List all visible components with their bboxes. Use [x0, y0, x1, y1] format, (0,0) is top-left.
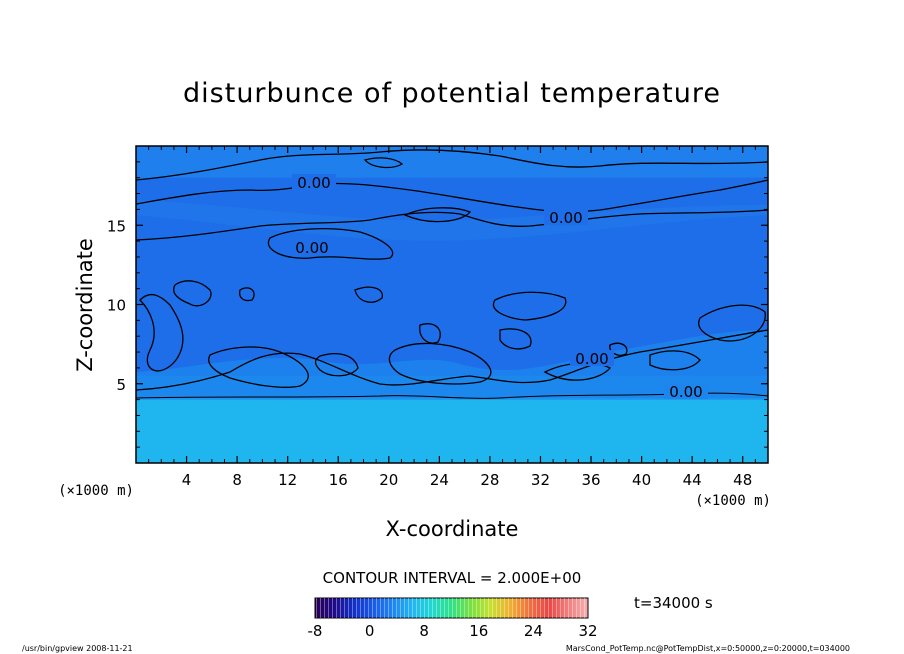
contour-label-3: 0.00	[295, 239, 328, 257]
contour-label-5: 0.00	[669, 383, 702, 401]
upper-band-shade	[136, 146, 768, 180]
y-axis-label: Z-coordinate	[73, 238, 97, 372]
x-tick-label: 48	[733, 471, 752, 489]
contour-rough-1	[173, 280, 212, 307]
footer-right: MarsCond_PotTemp.nc@PotTempDist,x=0:5000…	[566, 644, 850, 653]
contour-rough-left	[139, 293, 184, 372]
colorbar-tick-label: 32	[578, 622, 597, 640]
x-tick-label: 32	[531, 471, 550, 489]
contour-rough-2	[208, 346, 309, 388]
colorbar-tick-label: 0	[365, 622, 375, 640]
x-unit-left: (×1000 m)	[58, 483, 134, 499]
colorbar-ticks: -8 0 8 16 24 32	[308, 622, 598, 640]
field-layer-0	[136, 399, 768, 463]
field-layers	[136, 146, 768, 463]
x-tick-label: 8	[232, 471, 242, 489]
x-tick-label: 28	[480, 471, 499, 489]
contour-rough-6	[499, 328, 532, 350]
contour-label-4: 0.00	[575, 350, 608, 368]
contour-rough-9	[649, 350, 701, 371]
contour-label-1: 0.00	[297, 174, 330, 192]
y-tick-label: 15	[107, 217, 126, 235]
contour-line-lower	[136, 329, 768, 391]
x-axis-ticks: 4 8 12 16 20 24 28 32 36 40 44 48	[148, 146, 756, 489]
contour-rough-10	[354, 286, 383, 303]
y-tick-label: 10	[107, 297, 126, 315]
contour-island-3	[363, 157, 404, 169]
x-tick-label: 44	[683, 471, 702, 489]
x-tick-label: 20	[379, 471, 398, 489]
contour-line-upper	[136, 179, 768, 213]
contour-label-2: 0.00	[549, 209, 582, 227]
contour-rough-5	[492, 291, 567, 321]
x-unit-right: (×1000 m)	[695, 493, 771, 509]
contour-rough-8	[698, 304, 766, 342]
contour-labels: 0.00 0.00 0.00 0.00 0.00	[290, 174, 708, 401]
colorbar-tick-label: 8	[419, 622, 429, 640]
contour-line-mid	[136, 209, 768, 241]
plot-area: 0.00 0.00 0.00 0.00 0.00	[136, 146, 768, 463]
contour-island-1	[267, 227, 394, 260]
colorbar-tick-label: -8	[308, 622, 323, 640]
x-tick-label: 24	[430, 471, 449, 489]
contour-line-top	[136, 149, 768, 181]
x-tick-label: 16	[329, 471, 348, 489]
contour-rough-3	[314, 353, 359, 377]
y-tick-label: 5	[116, 376, 126, 394]
contour-interval-text: CONTOUR INTERVAL = 2.000E+00	[323, 569, 582, 587]
y-axis-ticks: 5 10 15	[107, 161, 768, 448]
contour-rough-4	[388, 342, 492, 385]
x-tick-label: 12	[278, 471, 297, 489]
x-axis-label: X-coordinate	[386, 517, 519, 541]
colorbar-tick-label: 16	[469, 622, 488, 640]
contour-rough-12	[238, 287, 255, 302]
time-text: t=34000 s	[634, 594, 713, 612]
contour-rough-7	[543, 362, 612, 381]
footer-left: /usr/bin/gpview 2008-11-21	[22, 644, 133, 653]
contour-rough-11	[419, 323, 441, 344]
contour-island-2	[403, 207, 472, 223]
x-tick-label: 36	[581, 471, 600, 489]
colorbar: -8 0 8 16 24 32	[308, 597, 598, 640]
low-band-shade	[136, 330, 768, 398]
contour-lines	[136, 149, 768, 399]
chart-title: disturbunce of potential temperature	[183, 78, 721, 109]
x-tick-label: 4	[182, 471, 192, 489]
colorbar-tick-label: 24	[524, 622, 543, 640]
x-tick-label: 40	[632, 471, 651, 489]
